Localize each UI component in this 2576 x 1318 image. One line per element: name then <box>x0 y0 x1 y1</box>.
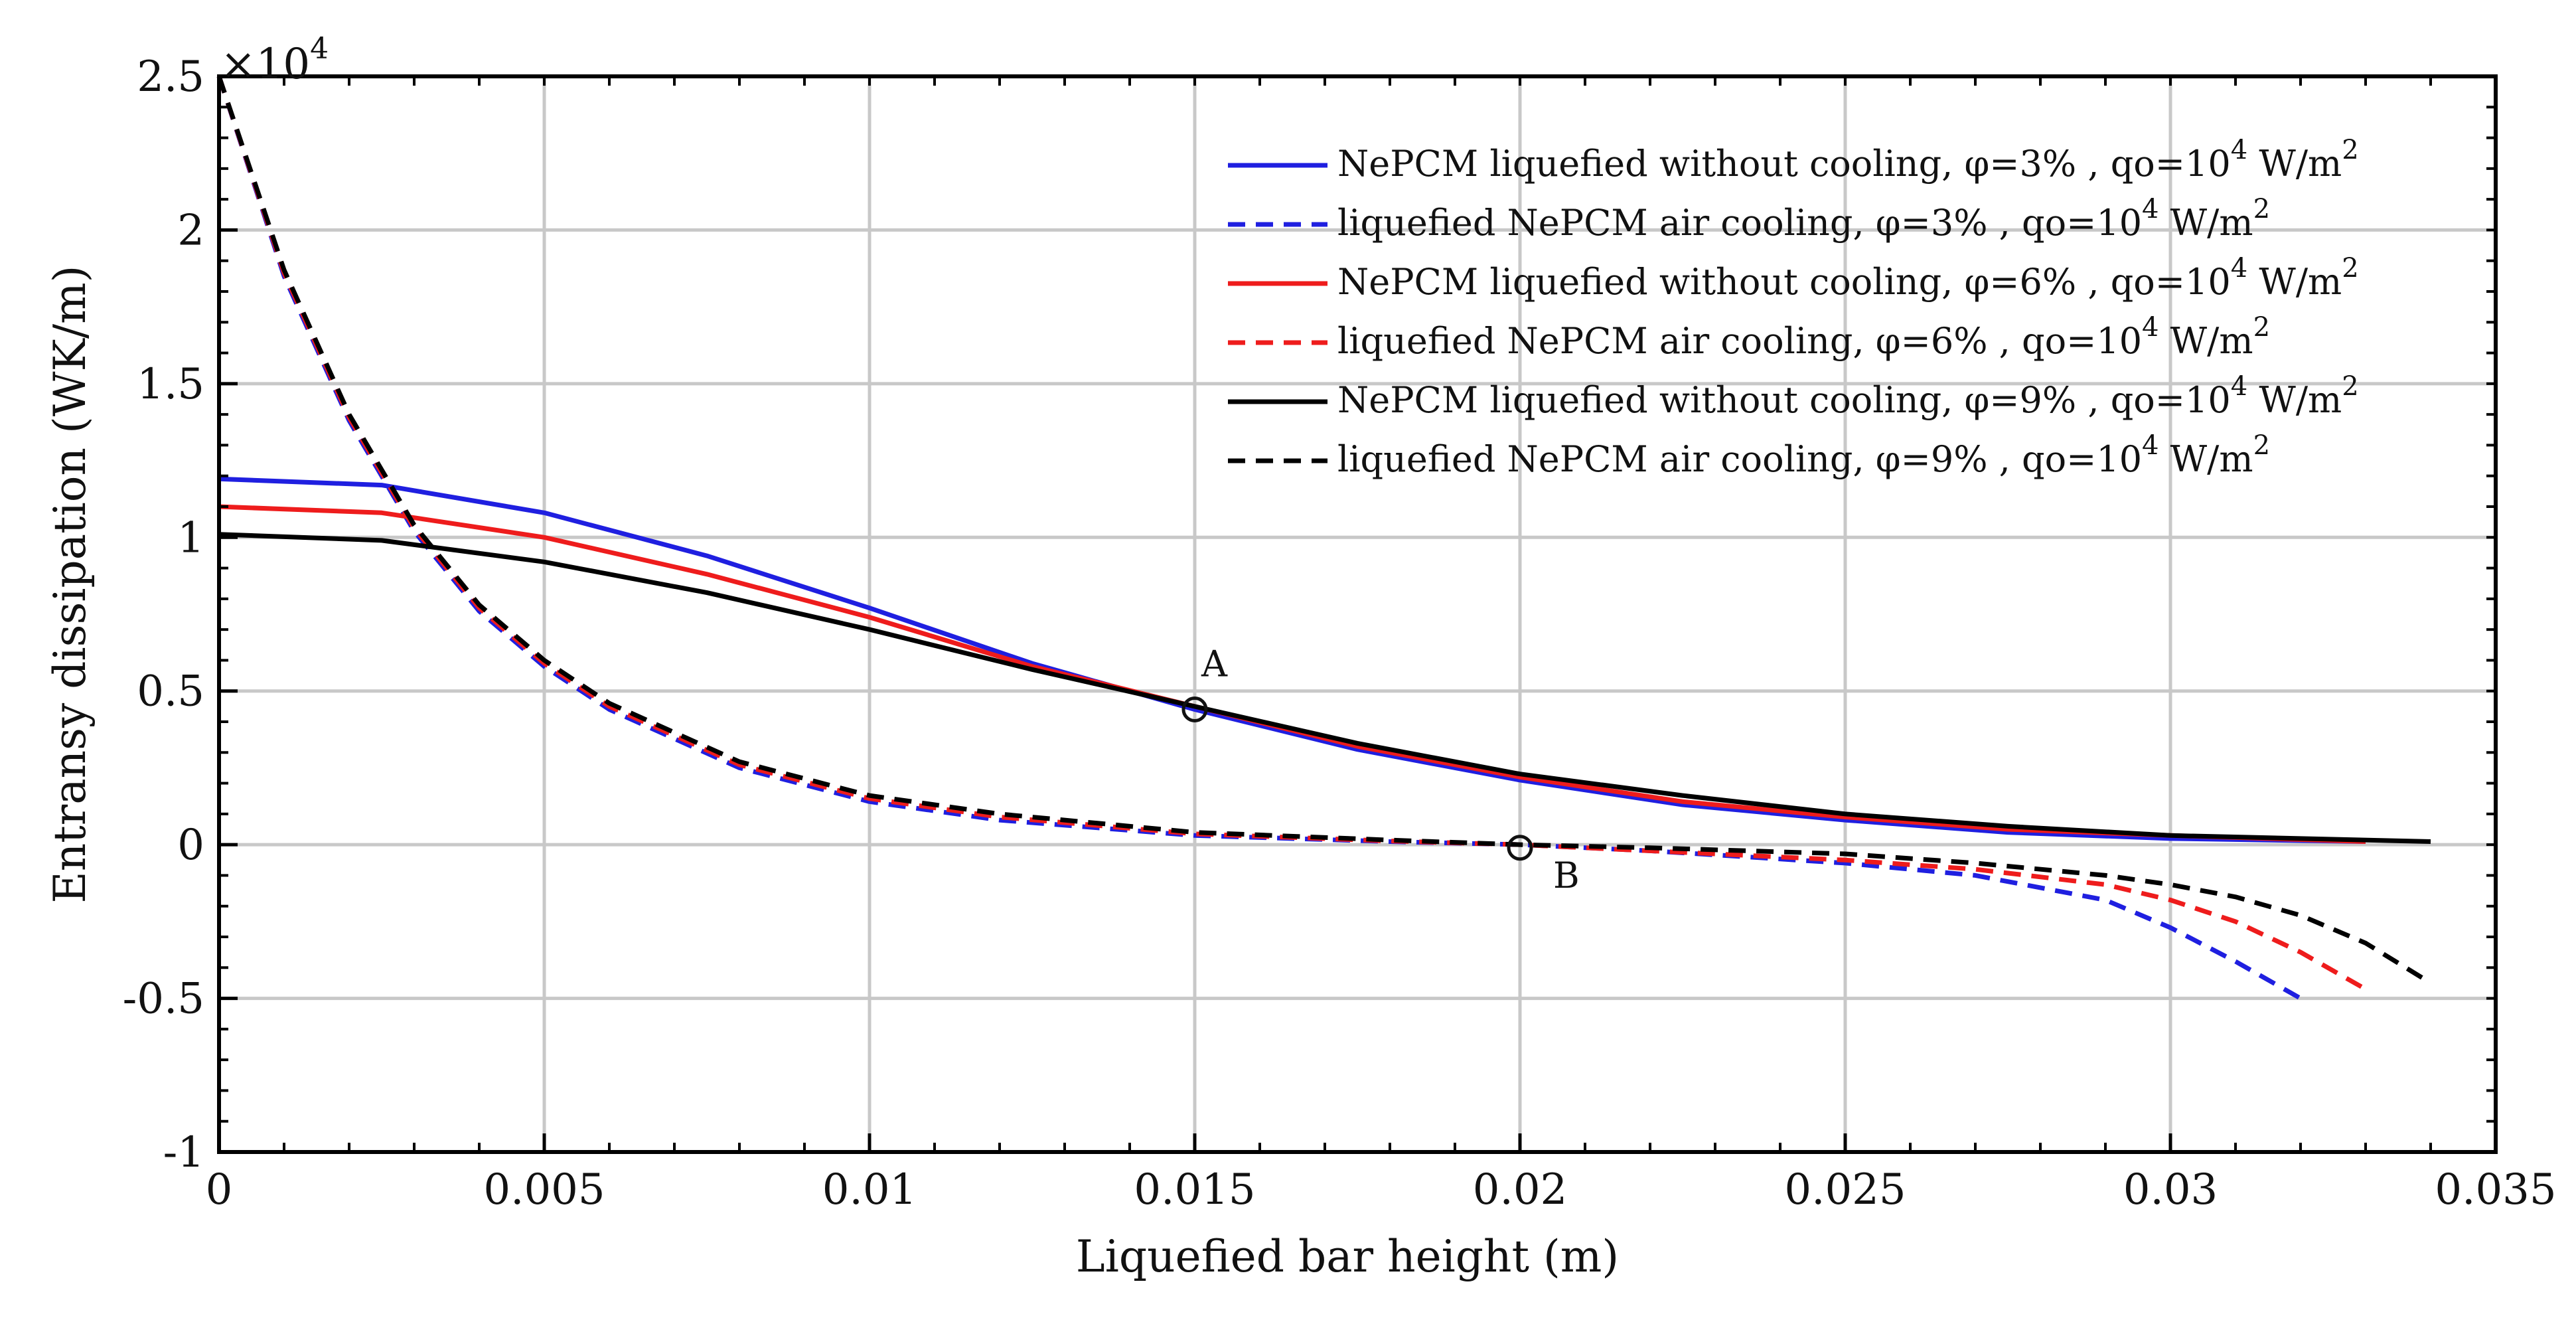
y-axis-title: Entransy dissipation (WK/m) <box>44 266 96 904</box>
x-tick-label: 0 <box>206 1165 233 1214</box>
y-tick-label: -0.5 <box>123 975 204 1024</box>
series-line-4 <box>216 75 2367 991</box>
x-tick-label: 0.02 <box>1473 1165 1568 1214</box>
x-tick-label: 0.01 <box>822 1165 917 1214</box>
y-tick-label: 1.5 <box>137 360 204 409</box>
y-tick-label: -1 <box>163 1128 204 1177</box>
y-tick-label: 2 <box>177 206 204 255</box>
legend-entry-3: NePCM liquefied without cooling, φ=6% , … <box>1337 253 2359 303</box>
x-tick-label: 0.015 <box>1134 1165 1255 1214</box>
legend-entry-1: NePCM liquefied without cooling, φ=3% , … <box>1337 135 2359 185</box>
legend-entry-4: liquefied NePCM air cooling, φ=6% , qo=1… <box>1337 312 2270 362</box>
y-tick-label: 0 <box>177 821 204 870</box>
series-line-6 <box>216 75 2432 985</box>
y-tick-label: 0.5 <box>137 667 204 716</box>
x-tick-label: 0.035 <box>2435 1165 2556 1214</box>
x-tick-label: 0.025 <box>1784 1165 1906 1214</box>
plot-frame <box>217 74 2498 1154</box>
y-tick-label: 1 <box>177 513 204 562</box>
series-line-1 <box>218 476 2366 844</box>
y-tick-label: 2.5 <box>137 52 204 102</box>
x-tick-label: 0.03 <box>2123 1165 2218 1214</box>
legend-entry-5: NePCM liquefied without cooling, φ=9% , … <box>1337 371 2359 421</box>
legend-entry-6: liquefied NePCM air cooling, φ=9% , qo=1… <box>1337 430 2270 480</box>
y-multiplier-label: ×104 <box>220 32 329 89</box>
x-tick-label: 0.005 <box>483 1165 605 1214</box>
x-axis-title: Liquefied bar height (m) <box>1076 1231 1619 1282</box>
annotation-label-b: B <box>1553 855 1580 896</box>
annotation-label-a: A <box>1201 643 1228 685</box>
annotation-marker-a <box>1181 696 1208 722</box>
annotation-marker-b <box>1507 835 1533 861</box>
series-line-5 <box>218 532 2431 844</box>
legend-entry-2: liquefied NePCM air cooling, φ=3% , qo=1… <box>1337 194 2270 244</box>
